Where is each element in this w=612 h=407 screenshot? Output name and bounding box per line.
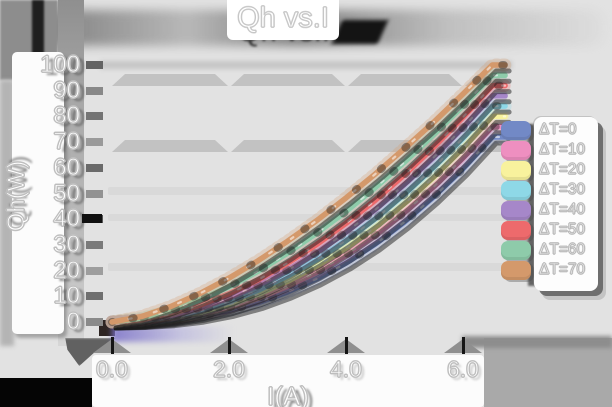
gridline-band-segment [348,74,462,86]
legend-swatch [501,241,531,260]
y-tick-label: 60 [53,153,81,181]
title-box [227,0,339,40]
y-tick-label: 40 [53,205,81,233]
legend-swatch [501,261,531,280]
curve-stroke [113,68,512,331]
gridline-band-segment [112,140,228,152]
y-tick-mark [86,61,103,69]
plot-top-edge [100,61,512,69]
legend-item-label: ΔT=70 [539,261,586,279]
bottom-left-black-block [0,378,92,407]
gridline-band-faint [108,214,508,221]
legend-item-label: ΔT=20 [539,161,586,179]
legend-swatches [501,121,531,281]
x-tick-label: 4.0 [330,356,363,382]
bottom-right-shadow-edge [462,336,612,348]
y-tick-mark [86,240,103,249]
legend-item-label: ΔT=10 [539,141,586,159]
x-tick-line [461,337,465,354]
gridline-band-faint [108,187,508,195]
curve-stroke [110,63,507,324]
legend-item-label: ΔT=30 [539,181,586,199]
legend-labels: ΔT=0 ΔT=10 ΔT=20 ΔT=30 ΔT=40 ΔT=50 ΔT=60 ΔT=70 [536,120,598,280]
curve-stroke [108,61,510,326]
y-tick-label: 90 [53,76,81,104]
left-edge-column [0,80,14,346]
x-tick-line [227,337,231,354]
y-tick-mark [86,163,103,172]
y-tick-mark [86,189,103,198]
y-tick-label: 50 [53,179,81,207]
x-tick-label: 6.0 [447,356,480,382]
legend-box [534,117,598,291]
legend-swatch [501,161,531,180]
gridline-band-segment [231,74,345,86]
legend-swatch [501,201,531,220]
x-tick-label: 0.0 [96,356,129,382]
legend-swatch [501,141,531,160]
y-tick-label: 30 [53,230,81,258]
legend-swatch [501,221,531,240]
y-tick-label: 80 [53,102,81,130]
curve-stroke [113,78,512,331]
y-tick-mark [86,318,103,326]
y-tick-label: 10 [53,282,81,310]
curve-stroke [113,89,512,331]
chart-title: Qh vs.I [237,2,330,35]
x-tick-label: 2.0 [213,356,246,382]
legend-divider-shadow [528,124,537,286]
y-tick-mark [86,138,103,147]
x-tick-line [344,337,348,354]
legend-swatch [501,121,531,140]
y-tick-label: 100 [39,51,80,78]
gridline-band-segment [231,140,345,152]
y-tick-mark [86,86,103,95]
y-axis-title: Qh(W) [3,160,31,232]
curve-stroke [108,71,510,326]
xaxis-label-strip [92,355,484,407]
legend-item-label: ΔT=40 [539,201,586,219]
y-tick-mark [86,112,103,121]
legend-item-label: ΔT=50 [539,221,586,239]
y-tick-label: 20 [53,256,81,284]
y-tick-mark [86,292,103,301]
legend-item-label: ΔT=0 [539,121,577,139]
legend-swatch [501,181,531,200]
legend-item-label: ΔT=60 [539,241,586,259]
y-tick-dark-mark [82,214,102,224]
gridline-band-segment [112,74,228,86]
y-tick-label: 70 [53,128,81,156]
y-tick-mark [86,266,103,275]
x-tick-line [110,337,114,354]
x-axis-title: I(A) [267,381,310,407]
bottom-right-shadow-block [484,338,612,407]
y-tick-label: 0 [66,308,80,335]
yaxis-label-strip [12,52,64,334]
